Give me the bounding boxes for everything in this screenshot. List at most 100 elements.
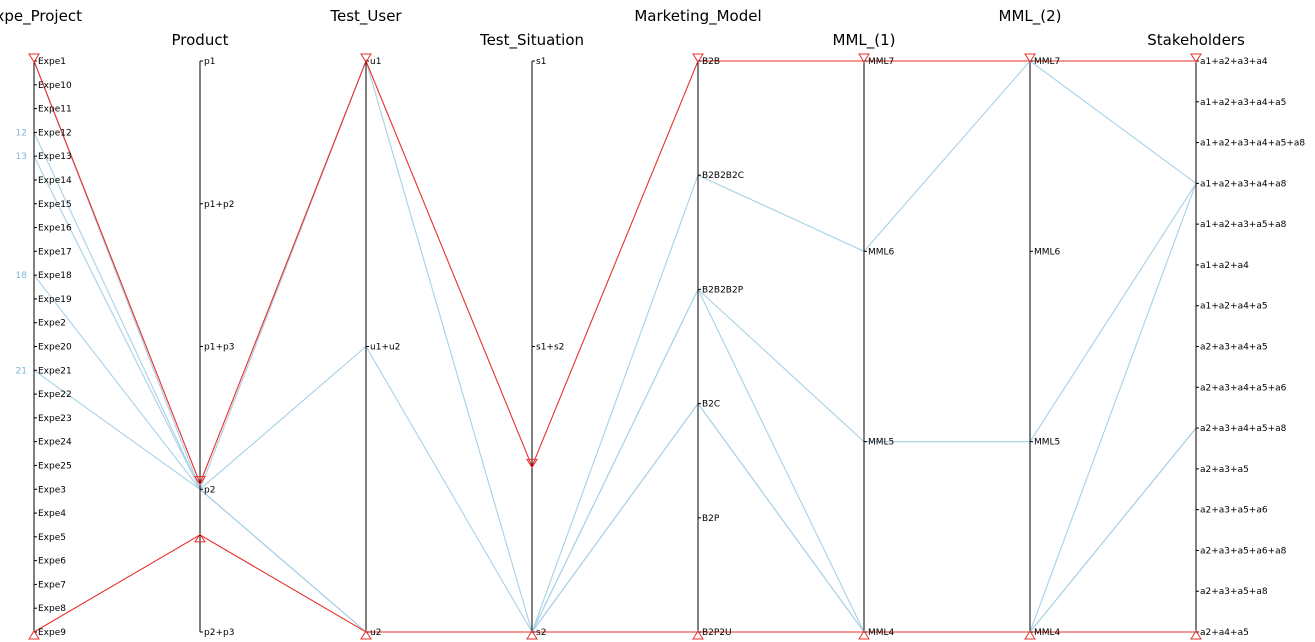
filter-top-handle[interactable] <box>1190 53 1202 63</box>
tick-label: Expe14 <box>38 176 72 186</box>
tick-label: Expe5 <box>38 533 66 543</box>
axis-title[interactable]: Expe_Project <box>0 7 82 26</box>
side-value-label: 12 <box>16 128 27 138</box>
axis-mml-2: MML_(2) MML7 MML6 MML5 MML4 <box>999 7 1062 640</box>
tick-label: Expe1 <box>38 57 66 67</box>
tick-label: s1 <box>536 57 546 67</box>
axis-title[interactable]: Marketing_Model <box>634 7 761 26</box>
tick-label: a2+a3+a5+a6 <box>1200 506 1268 516</box>
tick-label: a1+a2+a3+a4+a5 <box>1200 98 1286 108</box>
tick-label: Expe23 <box>38 414 72 424</box>
tick-label: a2+a3+a4+a5 <box>1200 343 1268 353</box>
tick-label: u1 <box>370 57 381 67</box>
tick-label: Expe7 <box>38 580 66 590</box>
axis-expe-project: Expe_Project Expe1 Expe10 Expe11 Expe12 Expe1… <box>0 7 82 640</box>
tick-label: a2+a3+a4+a5+a6 <box>1200 383 1287 393</box>
tick-label: MML6 <box>868 247 895 257</box>
tick-label: MML5 <box>868 438 894 448</box>
tick-label: a1+a2+a4+a5 <box>1200 302 1268 312</box>
tick-label: Expe20 <box>38 343 72 353</box>
filter-bottom-handle[interactable] <box>1024 630 1036 640</box>
side-value-label: 18 <box>16 271 28 281</box>
tick-label: a1+a2+a4 <box>1200 261 1249 271</box>
axis-title[interactable]: Test_Situation <box>479 31 584 50</box>
tick-label: Expe15 <box>38 200 72 210</box>
filter-bottom-handle[interactable] <box>28 630 40 640</box>
axis-title[interactable]: MML_(2) <box>999 7 1062 26</box>
tick-label: MML7 <box>1034 57 1060 67</box>
selected-polyline-1[interactable] <box>33 59 1196 486</box>
filter-bottom-handle[interactable] <box>858 630 870 640</box>
tick-label: Expe24 <box>38 438 72 448</box>
polyline-5[interactable] <box>33 183 1197 634</box>
tick-label: Expe22 <box>38 390 72 400</box>
axes: Expe_Project Expe1 Expe10 Expe11 Expe12 Expe1… <box>0 7 1305 640</box>
tick-label: Expe17 <box>38 247 72 257</box>
axis-title[interactable]: Product <box>172 31 229 49</box>
polyline-6[interactable] <box>33 369 1197 633</box>
tick-label: Expe21 <box>38 366 72 376</box>
tick-label: p2 <box>204 485 215 495</box>
tick-label: Expe13 <box>38 152 72 162</box>
tick-label: Expe11 <box>38 105 72 115</box>
tick-label: s2 <box>536 628 546 638</box>
filter-bottom-handle[interactable] <box>526 630 538 640</box>
tick-label: Expe18 <box>38 271 72 281</box>
tick-label: B2P <box>702 514 720 524</box>
filter-bottom-handle[interactable] <box>1190 630 1202 640</box>
axis-mml-1: MML_(1) MML7 MML6 MML5 MML4 <box>833 31 896 640</box>
filter-bottom-handle[interactable] <box>360 630 372 640</box>
tick-label: MML6 <box>1034 247 1061 257</box>
axis-test-user: Test_User u1 u1+u2 u2 <box>329 7 402 640</box>
filter-top-handle[interactable] <box>526 458 538 469</box>
tick-label: MML7 <box>868 57 894 67</box>
tick-label: Expe2 <box>38 319 66 329</box>
tick-label: a1+a2+a3+a4 <box>1200 57 1268 67</box>
filter-top-handle[interactable] <box>692 53 704 63</box>
axis-product: Product p1 p1+p2 p1+p3 p2 p2+p3 <box>172 31 235 638</box>
tick-label: B2C <box>702 400 720 410</box>
tick-label: Expe4 <box>38 509 66 519</box>
tick-label: Expe6 <box>38 557 66 567</box>
axis-title[interactable]: MML_(1) <box>833 31 896 50</box>
tick-label: s1+s2 <box>536 343 564 353</box>
tick-label: p1+p3 <box>204 343 234 353</box>
tick-label: a2+a3+a5+a6+a8 <box>1200 546 1287 556</box>
tick-label: B2B <box>702 57 720 67</box>
axis-title[interactable]: Stakeholders <box>1147 31 1245 49</box>
axis-test-situation: Test_Situation s1 s1+s2 s2 <box>479 31 584 640</box>
filter-top-handle[interactable] <box>28 53 40 63</box>
selected-polyline-2[interactable] <box>33 534 1196 633</box>
tick-label: MML4 <box>1034 628 1061 638</box>
filter-bottom-handle[interactable] <box>692 630 704 640</box>
tick-label: a2+a3+a5 <box>1200 465 1249 475</box>
axis-title[interactable]: Test_User <box>329 7 402 26</box>
axis-marketing-model: Marketing_Model B2B B2B2B2C B2B2B2P B2C B2P B2… <box>634 7 762 640</box>
polyline-3[interactable] <box>33 59 1197 634</box>
side-value-label: 13 <box>16 152 27 162</box>
tick-label: MML5 <box>1034 438 1060 448</box>
axis-stakeholders: Stakeholders a1+a2+a3+a4 a1+a2+a3+a4+a5 a1+… <box>1147 31 1305 640</box>
tick-label: u2 <box>370 628 381 638</box>
tick-label: p1+p2 <box>204 200 234 210</box>
filter-top-handle[interactable] <box>360 53 372 63</box>
selected-polylines <box>33 59 1196 633</box>
tick-label: MML4 <box>868 628 895 638</box>
side-value-label: 21 <box>16 366 27 376</box>
tick-label: a1+a2+a3+a4+a8 <box>1200 179 1287 189</box>
tick-label: p2+p3 <box>204 628 234 638</box>
tick-label: u1+u2 <box>370 343 400 353</box>
filter-bottom-handle[interactable] <box>194 532 206 543</box>
tick-label: a2+a3+a4+a5+a8 <box>1200 424 1287 434</box>
tick-label: Expe9 <box>38 628 66 638</box>
filter-top-handle[interactable] <box>858 53 870 63</box>
filter-top-handle[interactable] <box>194 476 206 486</box>
tick-label: a1+a2+a3+a5+a8 <box>1200 220 1287 230</box>
tick-label: B2B2B2P <box>702 285 744 295</box>
tick-label: Expe10 <box>38 81 72 91</box>
polyline-4[interactable] <box>33 155 1197 633</box>
filter-top-handle[interactable] <box>1024 53 1036 63</box>
tick-label: a2+a3+a5+a8 <box>1200 587 1268 597</box>
tick-label: Expe8 <box>38 604 66 614</box>
